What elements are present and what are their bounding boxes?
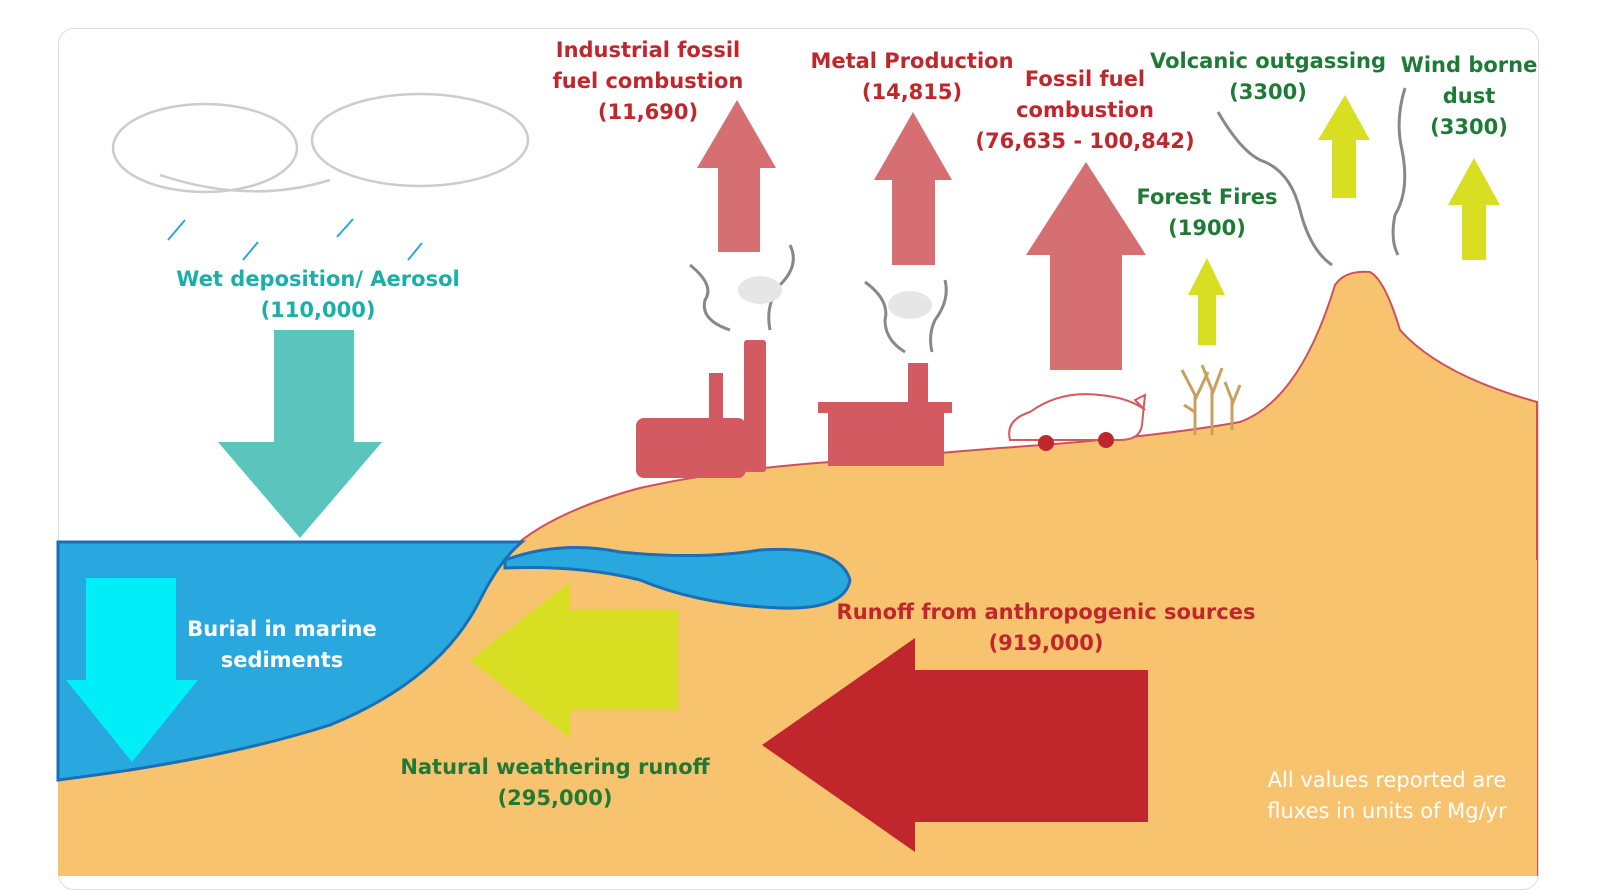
smoke-icon	[689, 244, 948, 354]
industrial-value: (11,690)	[597, 100, 699, 124]
car-icon	[1008, 393, 1147, 451]
metal-plant-icon	[818, 363, 952, 466]
forest-fires-label: Forest Fires (1900)	[1136, 182, 1277, 244]
fossil-fuel-line2: combustion	[1016, 98, 1154, 122]
wind-line2: dust	[1442, 84, 1496, 108]
fossil-fuel-value: (76,635 - 100,842)	[975, 129, 1195, 153]
forest-fire-arrow	[1188, 258, 1225, 345]
anthropogenic-runoff-name: Runoff from anthropogenic sources	[836, 600, 1256, 624]
rain-icon	[167, 218, 423, 261]
forest-fires-name: Forest Fires	[1136, 185, 1278, 209]
lake	[503, 546, 852, 610]
wet-deposition-name: Wet deposition/ Aerosol	[176, 267, 460, 291]
natural-runoff-name: Natural weathering runoff	[400, 755, 710, 779]
fossil-fuel-arrow	[1026, 162, 1146, 370]
wind-label: Wind borne dust (3300)	[1401, 50, 1538, 143]
natural-runoff-label: Natural weathering runoff (295,000)	[400, 752, 709, 814]
metal-label: Metal Production (14,815)	[810, 46, 1013, 108]
metal-name: Metal Production	[810, 49, 1014, 73]
burial-line1: Burial in marine	[187, 617, 377, 641]
industrial-line1: Industrial fossil	[555, 38, 741, 62]
wind-dust-arrow	[1448, 158, 1500, 260]
wet-deposition-arrow	[218, 330, 382, 538]
anthropogenic-runoff-label: Runoff from anthropogenic sources (919,0…	[837, 597, 1256, 659]
volcanic-name: Volcanic outgassing	[1149, 49, 1387, 73]
industrial-arrow	[697, 100, 776, 252]
burial-line2: sediments	[220, 648, 344, 672]
burial-arrow	[66, 578, 198, 762]
factory-icon	[636, 340, 766, 478]
burial-label: Burial in marine sediments	[187, 614, 376, 676]
industrial-line2: fuel combustion	[552, 69, 744, 93]
volcanic-label: Volcanic outgassing (3300)	[1150, 46, 1386, 108]
wind-line1: Wind borne	[1400, 53, 1538, 77]
natural-runoff-arrow	[470, 582, 678, 738]
fossil-fuel-line1: Fossil fuel	[1024, 67, 1146, 91]
natural-runoff-value: (295,000)	[497, 786, 613, 810]
wind-value: (3300)	[1430, 115, 1508, 139]
industrial-label: Industrial fossil fuel combustion (11,69…	[553, 35, 744, 128]
volcanic-gas-icon	[1216, 87, 1407, 267]
wet-deposition-label: Wet deposition/ Aerosol (110,000)	[176, 264, 459, 326]
forest-fires-value: (1900)	[1168, 216, 1246, 240]
units-note-line1: All values reported are	[1267, 768, 1507, 792]
units-note-line2: fluxes in units of Mg/yr	[1267, 799, 1507, 823]
units-note: All values reported are fluxes in units …	[1267, 765, 1506, 827]
anthropogenic-runoff-arrow	[762, 638, 1148, 852]
fossil-fuel-label: Fossil fuel combustion (76,635 - 100,842…	[975, 64, 1194, 157]
metal-arrow	[874, 112, 952, 265]
volcanic-arrow	[1318, 95, 1370, 198]
dead-trees-icon	[1180, 364, 1242, 435]
wet-deposition-value: (110,000)	[260, 298, 376, 322]
anthropogenic-runoff-value: (919,000)	[988, 631, 1104, 655]
metal-value: (14,815)	[861, 80, 963, 104]
volcanic-value: (3300)	[1229, 80, 1307, 104]
cloud-icon	[111, 92, 530, 194]
